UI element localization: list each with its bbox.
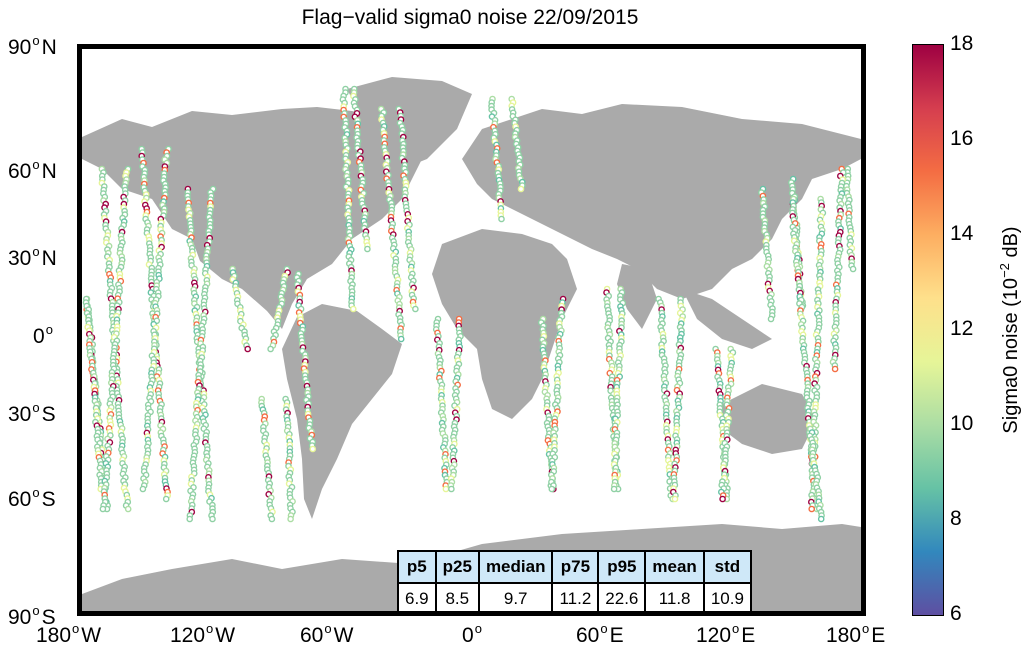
stats-header-mean: mean	[644, 550, 705, 584]
stats-value-p5: 6.9	[397, 582, 437, 611]
lat-label-0: 0o	[33, 322, 53, 348]
colorbar-label: Sigma0 noise (10−2 dB)	[997, 226, 1022, 434]
lon-label-180e: 180oE	[826, 621, 886, 647]
stats-header-median: median	[477, 550, 554, 584]
lat-label-30n: 30oN	[8, 244, 57, 270]
land-south-america	[282, 304, 402, 519]
colorbar	[912, 44, 944, 616]
land-greenland	[347, 77, 472, 169]
land-south-asia	[617, 264, 657, 329]
colorbar-tick-18: 18	[950, 32, 974, 55]
lon-label-120w: 120oW	[170, 621, 236, 647]
stats-value-mean: 11.8	[644, 582, 705, 611]
chart-title: Flag−valid sigma0 noise 22/09/2015	[301, 6, 639, 29]
stats-header-p75: p75	[551, 550, 600, 584]
lat-label-30s: 30oS	[8, 400, 56, 426]
lon-label-0: 0o	[462, 621, 482, 647]
stats-value-p95: 22.6	[597, 582, 647, 611]
colorbar-tick-8: 8	[950, 507, 962, 530]
lat-label-60n: 60oN	[8, 157, 57, 183]
stats-value-row: 6.9 8.5 9.7 11.2 22.6 11.8 10.9	[397, 582, 752, 611]
lat-label-90s: 90oS	[8, 603, 56, 629]
lon-label-120e: 120oE	[696, 621, 756, 647]
lat-label-60s: 60oS	[8, 485, 56, 511]
lon-label-60e: 60oE	[576, 621, 624, 647]
stats-table: p5 p25 median p75 p95 mean std 6.9 8.5 9…	[397, 550, 752, 611]
colorbar-tick-12: 12	[950, 317, 974, 340]
land-australia	[722, 384, 817, 454]
land-north-america	[82, 107, 422, 329]
map-canvas	[82, 77, 861, 611]
lon-label-180w: 180oW	[36, 621, 102, 647]
stats-value-p75: 11.2	[551, 582, 600, 611]
stats-header-p25: p25	[434, 550, 480, 584]
lon-label-60w: 60oW	[300, 621, 354, 647]
stats-header-p95: p95	[597, 550, 647, 584]
world-map: p5 p25 median p75 p95 mean std 6.9 8.5 9…	[77, 44, 866, 616]
stats-value-p25: 8.5	[434, 582, 480, 611]
colorbar-tick-14: 14	[950, 222, 974, 245]
colorbar-tick-16: 16	[950, 127, 974, 150]
land-africa	[432, 229, 577, 419]
satellite-tracks	[82, 85, 857, 523]
colorbar-tick-10: 10	[950, 412, 974, 435]
stats-value-std: 10.9	[702, 582, 752, 611]
lat-label-90n: 90oN	[8, 33, 57, 59]
land-eurasia	[462, 104, 861, 299]
stats-header-row: p5 p25 median p75 p95 mean std	[397, 550, 752, 584]
stats-header-p5: p5	[397, 550, 437, 584]
colorbar-tick-6: 6	[950, 602, 962, 625]
stats-value-median: 9.7	[477, 582, 554, 611]
land-se-asia	[682, 289, 772, 349]
stats-header-std: std	[702, 550, 752, 584]
